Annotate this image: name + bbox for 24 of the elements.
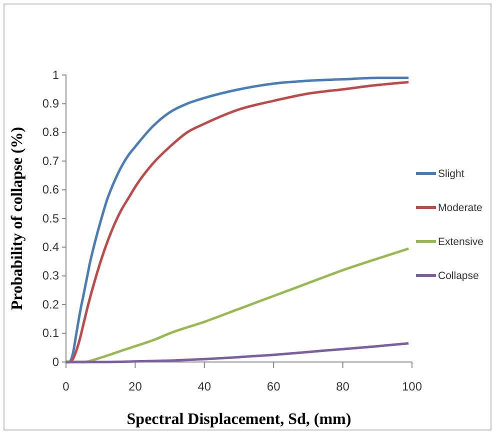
y-tick-label: 0.3 xyxy=(42,268,60,283)
legend-label: Collapse xyxy=(438,270,480,282)
x-tick-label: 0 xyxy=(62,380,70,394)
y-tick-label: 0.7 xyxy=(42,154,60,168)
legend-label: Slight xyxy=(438,168,464,180)
y-tick-label: 0.8 xyxy=(42,125,60,140)
y-tick-label: 0.6 xyxy=(42,182,60,197)
y-tick-label: 0 xyxy=(52,354,60,369)
x-tick-label: 20 xyxy=(128,380,142,394)
legend-label: Extensive xyxy=(438,236,484,248)
x-tick-label: 80 xyxy=(336,380,350,394)
y-tick-label: 1 xyxy=(52,68,60,82)
x-tick-label: 40 xyxy=(198,380,212,394)
x-tick-label: 60 xyxy=(266,380,281,394)
line-series xyxy=(64,342,410,364)
y-tick-label: 0.2 xyxy=(42,297,60,312)
legend-label: Moderate xyxy=(438,202,483,214)
x-axis-title: Spectral Displacement, Sd, (mm) xyxy=(126,411,352,428)
y-axis-title: Probability of collapse (%) xyxy=(9,126,26,310)
y-tick-label: 0.5 xyxy=(42,211,60,226)
y-tick-label: 0.1 xyxy=(42,326,60,340)
y-tick-label: 0.9 xyxy=(42,96,60,111)
x-tick-label: 100 xyxy=(402,380,422,394)
y-tick-label: 0.4 xyxy=(42,240,60,254)
